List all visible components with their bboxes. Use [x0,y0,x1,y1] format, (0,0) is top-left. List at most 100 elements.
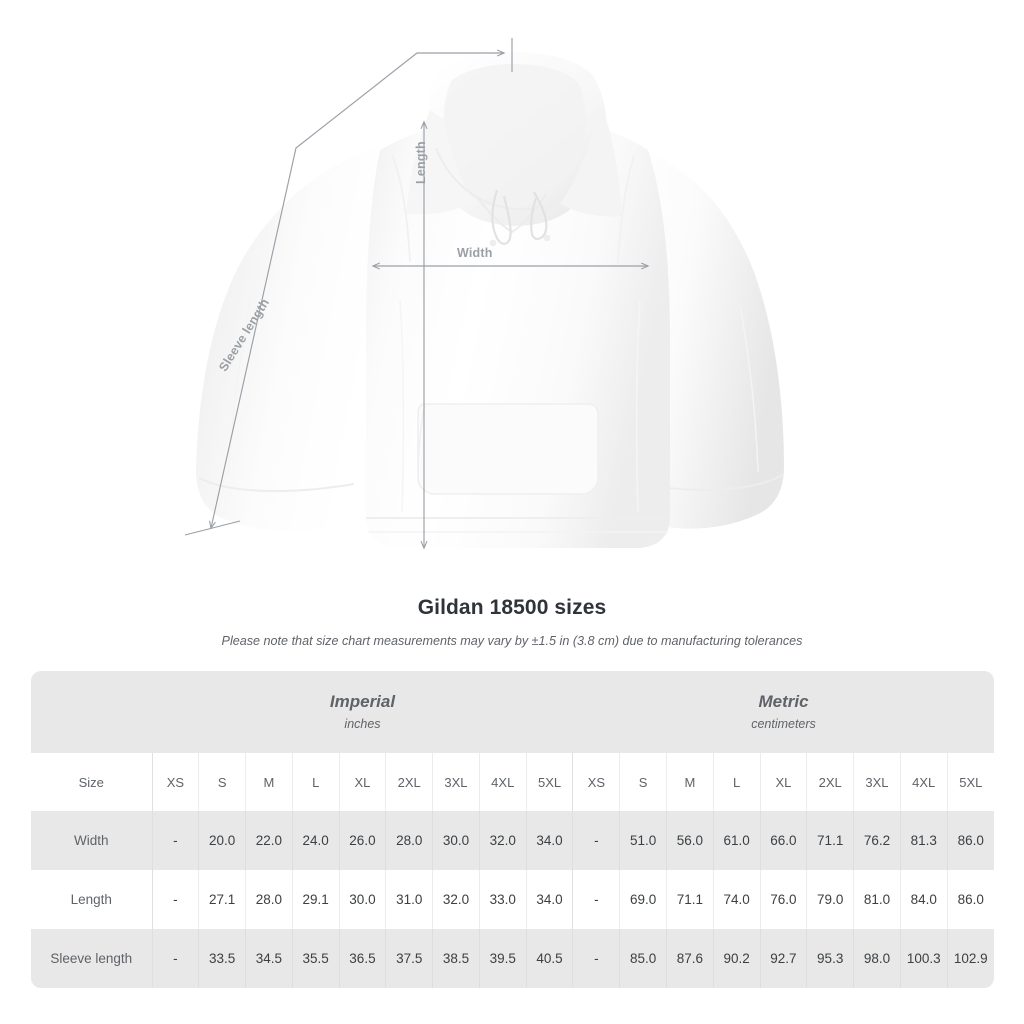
cell-metric-3xl: 98.0 [853,929,901,988]
cell-metric-xl: 76.0 [760,870,808,929]
cell-metric-l: 61.0 [713,811,761,870]
cell-imperial-l: 35.5 [292,929,340,988]
cell-imperial-xs: - [152,929,200,988]
cell-metric-xs: - [572,870,621,929]
unit-sub-metric: centimeters [751,716,816,731]
cell-metric-3xl: 81.0 [853,870,901,929]
cell-metric-l: 74.0 [713,870,761,929]
unit-name-imperial: Imperial [329,692,396,712]
cell-imperial-m: 34.5 [245,929,293,988]
chart-header: Gildan 18500 sizes Please note that size… [0,596,1024,648]
size-header-metric-3xl: 3XL [853,753,901,811]
table-row: Width -20.0 22.0 24.0 26.0 28.0 30.0 32.0 34.0-5… [31,811,994,870]
cell-metric-xl: 66.0 [760,811,808,870]
row-label-width: Width [31,811,153,870]
size-header-row: Size XS S M L XL 2XL 3XL 4XL 5XL XS S M L XL 2XL 3XL 4XL 5… [31,753,994,811]
size-chart-table: Imperial inches Metric centimeters Size X… [31,671,994,988]
garment-illustration: Width Length Sleeve length [184,38,785,580]
cell-imperial-3xl: 38.5 [432,929,480,988]
cell-metric-l: 90.2 [713,929,761,988]
cell-imperial-2xl: 28.0 [385,811,434,870]
cell-metric-m: 71.1 [666,870,714,929]
cell-imperial-2xl: 37.5 [385,929,434,988]
cell-imperial-m: 28.0 [245,870,293,929]
size-header-metric-xs: XS [572,753,621,811]
size-header-imperial-4xl: 4XL [479,753,527,811]
cell-imperial-s: 27.1 [198,870,247,929]
sleeve-cuff-tick [184,520,241,536]
unit-banner-metric: Metric centimeters [572,671,994,753]
size-header-metric-xl: XL [760,753,808,811]
size-header-metric-m: M [666,753,714,811]
cell-metric-s: 69.0 [619,870,668,929]
size-header-imperial-s: S [198,753,247,811]
cell-metric-3xl: 76.2 [853,811,901,870]
hoodie-artwork [196,52,785,548]
size-header-metric-4xl: 4XL [900,753,948,811]
cell-metric-2xl: 71.1 [806,811,855,870]
size-header-metric-2xl: 2XL [806,753,855,811]
cell-imperial-4xl: 32.0 [479,811,527,870]
size-header-imperial-m: M [245,753,293,811]
cell-imperial-3xl: 32.0 [432,870,480,929]
cell-metric-s: 51.0 [619,811,668,870]
cell-metric-xs: - [572,811,621,870]
unit-name-metric: Metric [758,692,809,712]
size-header-metric-5xl: 5XL [947,753,994,811]
cell-metric-2xl: 79.0 [806,870,855,929]
cell-imperial-xl: 30.0 [339,870,387,929]
cell-metric-s: 85.0 [619,929,668,988]
cell-metric-5xl: 86.0 [947,811,994,870]
cell-metric-xs: - [572,929,621,988]
cell-metric-2xl: 95.3 [806,929,855,988]
size-header-imperial-xl: XL [339,753,387,811]
cell-imperial-l: 29.1 [292,870,340,929]
unit-banner-row: Imperial inches Metric centimeters [31,671,994,753]
page-title: Gildan 18500 sizes [417,596,607,619]
hoodie-diagram [184,38,785,580]
cell-imperial-xs: - [152,870,200,929]
unit-sub-imperial: inches [344,716,381,731]
cell-imperial-4xl: 33.0 [479,870,527,929]
cell-imperial-3xl: 30.0 [432,811,480,870]
width-label: Width [457,246,493,260]
cell-imperial-5xl: 34.0 [526,870,574,929]
size-chart-table-container: Imperial inches Metric centimeters Size X… [31,671,994,988]
cell-imperial-xs: - [152,811,200,870]
tolerance-note: Please note that size chart measurements… [221,634,803,648]
cell-imperial-xl: 26.0 [339,811,387,870]
row-label-sleeve-length: Sleeve length [31,929,153,988]
cell-metric-4xl: 84.0 [900,870,948,929]
dimension-lines [184,38,648,548]
cell-metric-5xl: 86.0 [947,870,994,929]
size-header-metric-s: S [619,753,668,811]
cell-imperial-5xl: 34.0 [526,811,574,870]
sleeve-dimension-diagonal [211,52,418,528]
cell-imperial-m: 22.0 [245,811,293,870]
cell-imperial-4xl: 39.5 [479,929,527,988]
cell-metric-4xl: 81.3 [900,811,948,870]
cell-imperial-5xl: 40.5 [526,929,574,988]
size-header-imperial-3xl: 3XL [432,753,480,811]
cell-metric-xl: 92.7 [760,929,808,988]
size-column-header: Size [31,753,153,811]
unit-banner-imperial: Imperial inches [152,671,573,753]
cell-metric-5xl: 102.9 [947,929,994,988]
cell-imperial-s: 33.5 [198,929,247,988]
cell-imperial-2xl: 31.0 [385,870,434,929]
row-label-length: Length [31,870,153,929]
size-header-metric-l: L [713,753,761,811]
table-row: Sleeve length -33.5 34.5 35.5 36.5 37.5 38.5 39… [31,929,994,988]
size-header-imperial-l: L [292,753,340,811]
size-header-imperial-2xl: 2XL [385,753,434,811]
size-header-imperial-xs: XS [152,753,200,811]
unit-banner-spacer [31,671,152,753]
cell-metric-m: 56.0 [666,811,714,870]
cell-imperial-xl: 36.5 [339,929,387,988]
cell-metric-4xl: 100.3 [900,929,948,988]
length-label: Length [414,141,428,184]
table-row: Length -27.1 28.0 29.1 30.0 31.0 32.0 33.0 34.0-… [31,870,994,929]
size-header-imperial-5xl: 5XL [526,753,574,811]
cell-imperial-s: 20.0 [198,811,247,870]
cell-imperial-l: 24.0 [292,811,340,870]
